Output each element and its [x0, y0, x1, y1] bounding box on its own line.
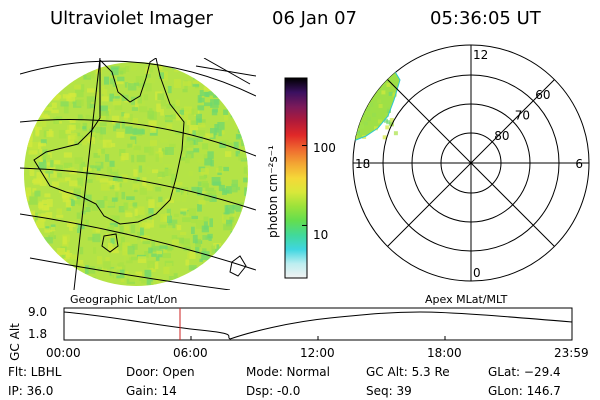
- mlt-label-18: 18: [355, 157, 370, 171]
- xtick-2359: 23:59: [554, 346, 589, 360]
- xtick-0600: 06:00: [173, 346, 208, 360]
- info-glat: GLat: −29.4: [488, 365, 561, 379]
- time-label: 05:36:05 UT: [430, 8, 541, 29]
- altitude-ylabel: GC Alt: [7, 323, 22, 361]
- coastline-australia: [33, 58, 185, 225]
- info-ip: IP: 36.0: [8, 384, 54, 398]
- coastline-new-zealand: [229, 255, 247, 277]
- mlt-label-6: 6: [575, 157, 583, 171]
- info-glon: GLon: 146.7: [488, 384, 561, 398]
- info-dsp: Dsp: -0.0: [246, 384, 301, 398]
- colorbar-unit-label: photon cm⁻²s⁻¹: [266, 145, 280, 238]
- info-filter: Flt: LBHL: [8, 365, 62, 379]
- info-mode: Mode: Normal: [246, 365, 330, 379]
- colorbar: photon cm⁻²s⁻¹: [266, 77, 308, 279]
- xtick-0000: 00:00: [46, 346, 81, 360]
- altitude-plot-frame: [63, 307, 573, 341]
- xtick-1800: 18:00: [427, 346, 462, 360]
- altitude-ytick-top: 9.0: [28, 305, 48, 319]
- altitude-ytick-bottom: 1.8: [28, 327, 48, 341]
- info-seq: Seq: 39: [366, 384, 412, 398]
- map-projection-label: Geographic Lat/Lon: [70, 293, 177, 306]
- polar-dial: 12 6 18 0 60 70 80: [352, 44, 590, 282]
- coastline-tasmania: [101, 233, 119, 253]
- info-gain: Gain: 14: [126, 384, 177, 398]
- instrument-title: Ultraviolet Imager: [50, 8, 213, 29]
- mlt-label-12: 12: [473, 48, 488, 62]
- colorbar-tick-10: 10: [313, 228, 329, 242]
- date-label: 06 Jan 07: [272, 8, 357, 29]
- info-door: Door: Open: [126, 365, 195, 379]
- polar-projection-label: Apex MLat/MLT: [425, 293, 508, 306]
- mlat-label-80: 80: [494, 129, 509, 143]
- geo-grid: [20, 58, 256, 290]
- mlat-label-60: 60: [535, 88, 550, 102]
- mlt-label-0: 0: [473, 266, 481, 280]
- altitude-curve: [63, 311, 573, 340]
- uv-image-map: [20, 58, 256, 290]
- info-gc-alt: GC Alt: 5.3 Re: [366, 365, 450, 379]
- altitude-plot: [63, 307, 573, 341]
- colorbar-scale: [284, 77, 308, 279]
- polar-grid: [353, 45, 589, 281]
- xtick-1200: 12:00: [300, 346, 335, 360]
- colorbar-tick-100: 100: [313, 141, 336, 155]
- mlat-label-70: 70: [515, 108, 530, 122]
